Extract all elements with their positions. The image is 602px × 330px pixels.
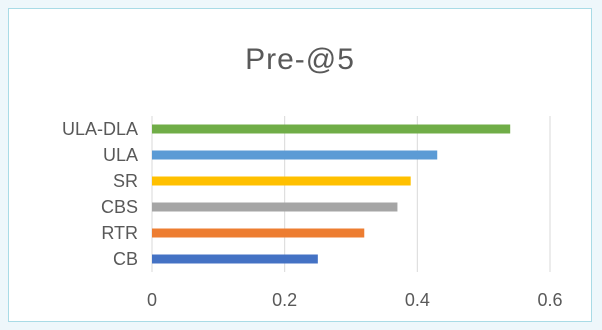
category-label: SR (113, 171, 138, 191)
category-label: ULA (103, 145, 138, 165)
x-tick-label: 0 (147, 290, 157, 310)
category-label: CB (113, 249, 138, 269)
x-tick-label: 0.2 (272, 290, 297, 310)
bar-ula-dla (152, 124, 511, 134)
bar-ula (152, 150, 438, 160)
category-label: CBS (101, 197, 138, 217)
category-label: RTR (101, 223, 138, 243)
chart-frame: Pre-@5 (8, 8, 592, 322)
x-tick-label: 0.4 (405, 290, 430, 310)
category-label: ULA-DLA (62, 119, 138, 139)
bar-sr (152, 176, 411, 186)
bar-rtr (152, 228, 365, 238)
x-tick-label: 0.6 (537, 290, 562, 310)
chart-title: Pre-@5 (245, 43, 355, 76)
bar-cbs (152, 202, 398, 212)
bar-cb (152, 254, 318, 264)
